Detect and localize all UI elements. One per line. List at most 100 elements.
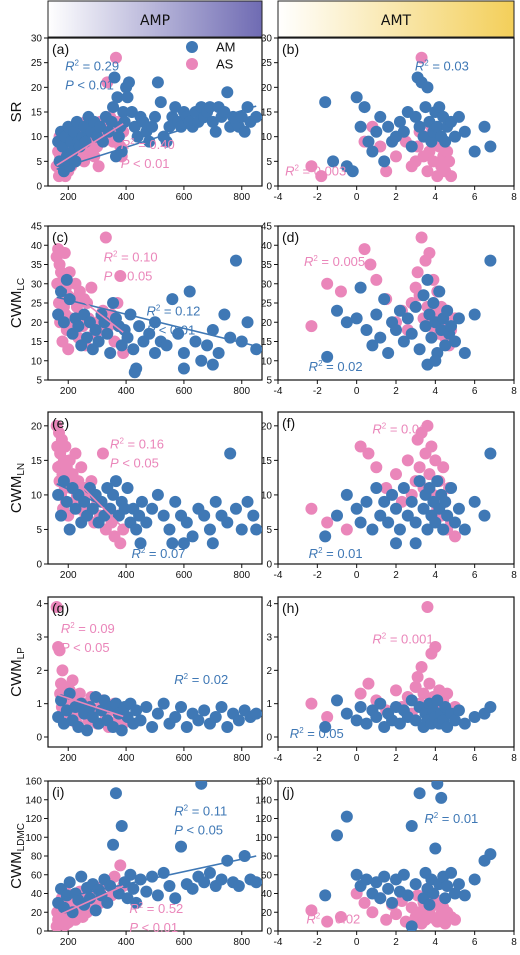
y-tick-label: 2: [266, 666, 272, 677]
point-am: [421, 523, 434, 536]
amp-header-box: [47, 0, 263, 38]
point-am: [101, 327, 114, 340]
point-as: [73, 687, 86, 700]
point-am: [60, 273, 73, 286]
point-am: [140, 516, 153, 529]
panel-label: (f): [282, 415, 295, 431]
y-tick-label: 25: [261, 299, 273, 310]
point-am: [224, 331, 237, 344]
point-as: [421, 165, 434, 178]
r2-annotation: R2 = 0.11: [174, 804, 227, 819]
point-am: [229, 502, 242, 515]
x-tick-label: 6: [472, 386, 478, 397]
point-am: [157, 509, 170, 522]
point-am: [229, 254, 242, 267]
x-tick-label: 200: [60, 192, 77, 203]
y-tick-label: 4: [266, 599, 272, 610]
point-am: [195, 354, 208, 367]
point-am: [166, 293, 179, 306]
point-as: [449, 530, 461, 543]
point-am: [409, 300, 422, 313]
point-am: [63, 293, 76, 306]
point-am: [157, 697, 170, 710]
x-tick-label: 8: [511, 192, 517, 203]
r2-annotation: R2 = 0.12: [146, 303, 200, 318]
y-tick-label: 5: [36, 376, 42, 387]
point-am: [439, 135, 452, 148]
point-am: [232, 714, 245, 727]
point-am: [146, 120, 159, 133]
y-tick-label: 35: [31, 260, 43, 271]
point-am: [390, 502, 402, 515]
plot-marks: [50, 781, 262, 931]
point-am: [409, 878, 422, 891]
regression-line-as: [56, 885, 124, 917]
point-am: [203, 101, 216, 114]
point-am: [140, 701, 153, 713]
point-as: [96, 447, 109, 460]
x-tick-label: -4: [274, 937, 283, 948]
point-am: [417, 289, 430, 302]
point-am: [393, 523, 406, 536]
point-as: [85, 281, 98, 294]
y-tick-label: 1: [36, 699, 42, 710]
point-am: [215, 701, 228, 713]
panel-f: -4 -2 0 2 4 6 8 0 5 10 15 20 (f) R2 = 0.01 R2 = 0.01: [261, 411, 517, 581]
point-am: [250, 707, 262, 720]
point-am: [484, 701, 497, 713]
point-am: [366, 145, 379, 158]
y-tick-label: 20: [31, 908, 43, 919]
point-as: [380, 165, 393, 178]
point-am: [209, 125, 222, 138]
point-am: [134, 714, 147, 727]
point-am: [107, 488, 120, 501]
x-tick-label: 400: [118, 192, 135, 203]
x-tick-label: 8: [511, 386, 517, 397]
point-am: [445, 866, 458, 879]
point-am: [370, 711, 383, 723]
point-as: [340, 523, 353, 536]
point-as: [321, 516, 334, 529]
point-am: [405, 694, 418, 707]
point-am: [405, 495, 418, 508]
point-am: [180, 721, 193, 733]
plot-marks: [305, 419, 497, 550]
x-tick-label: 2: [393, 753, 399, 764]
point-as: [66, 674, 79, 687]
point-am: [149, 347, 161, 360]
point-as: [305, 160, 318, 173]
point-am: [354, 701, 367, 713]
y-tick-label: 40: [31, 889, 43, 900]
point-as: [114, 270, 127, 283]
point-am: [163, 880, 176, 892]
legend-as-label: AS: [216, 57, 234, 72]
point-as: [62, 343, 75, 356]
point-as: [390, 150, 402, 163]
x-tick-label: 8: [511, 753, 517, 764]
point-am: [468, 711, 481, 723]
point-am: [393, 717, 406, 730]
point-am: [111, 91, 124, 104]
point-as: [370, 461, 383, 474]
x-tick-label: 8: [511, 570, 517, 581]
point-am: [81, 331, 94, 344]
point-am: [354, 120, 367, 133]
point-am: [151, 76, 164, 89]
r2-annotation: R2 = 0.40: [121, 137, 175, 152]
point-am: [321, 350, 334, 363]
point-am: [250, 343, 262, 356]
y-tick-label: 10: [261, 132, 273, 143]
y-tick-label: 45: [261, 222, 273, 233]
point-am: [409, 110, 422, 123]
point-am: [366, 339, 379, 352]
point-am: [360, 495, 373, 508]
point-am: [439, 339, 452, 352]
point-am: [405, 140, 418, 153]
y-tick-label: 100: [25, 833, 42, 844]
y-tick-label: 0: [266, 927, 272, 938]
point-am: [382, 120, 395, 133]
point-am: [319, 889, 332, 902]
r2-annotation: R2 = 0.005: [304, 254, 365, 269]
point-am: [221, 86, 234, 99]
point-am: [60, 495, 73, 508]
